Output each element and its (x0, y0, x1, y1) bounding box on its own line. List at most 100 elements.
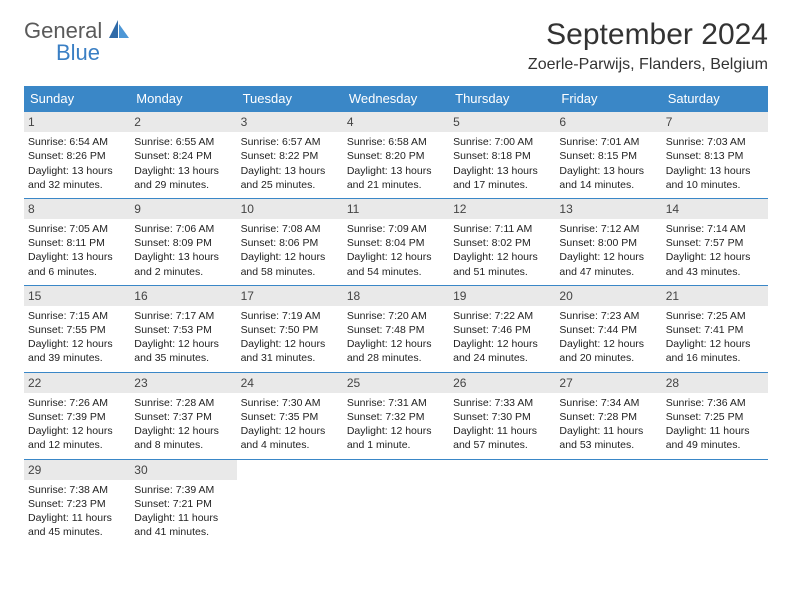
daylight-text: Daylight: 13 hours and 29 minutes. (134, 164, 232, 192)
sunset-text: Sunset: 7:46 PM (453, 323, 551, 337)
daylight-text: Daylight: 12 hours and 1 minute. (347, 424, 445, 452)
daylight-text: Daylight: 12 hours and 28 minutes. (347, 337, 445, 365)
day-cell: 28Sunrise: 7:36 AMSunset: 7:25 PMDayligh… (662, 372, 768, 459)
day-cell: 11Sunrise: 7:09 AMSunset: 8:04 PMDayligh… (343, 198, 449, 285)
sunrise-text: Sunrise: 7:14 AM (666, 222, 764, 236)
calendar-page: General Blue September 2024 Zoerle-Parwi… (0, 0, 792, 563)
day-number: 20 (555, 286, 661, 306)
day-number: 13 (555, 199, 661, 219)
day-cell: 26Sunrise: 7:33 AMSunset: 7:30 PMDayligh… (449, 372, 555, 459)
day-number: 17 (237, 286, 343, 306)
day-cell: 29Sunrise: 7:38 AMSunset: 7:23 PMDayligh… (24, 459, 130, 545)
sunset-text: Sunset: 7:32 PM (347, 410, 445, 424)
day-number: 27 (555, 373, 661, 393)
sunset-text: Sunset: 7:39 PM (28, 410, 126, 424)
sunrise-text: Sunrise: 7:09 AM (347, 222, 445, 236)
sunset-text: Sunset: 8:26 PM (28, 149, 126, 163)
sunset-text: Sunset: 8:11 PM (28, 236, 126, 250)
daylight-text: Daylight: 12 hours and 4 minutes. (241, 424, 339, 452)
sunrise-text: Sunrise: 7:06 AM (134, 222, 232, 236)
day-cell: 8Sunrise: 7:05 AMSunset: 8:11 PMDaylight… (24, 198, 130, 285)
sunrise-text: Sunrise: 7:30 AM (241, 396, 339, 410)
day-number: 16 (130, 286, 236, 306)
daylight-text: Daylight: 12 hours and 20 minutes. (559, 337, 657, 365)
calendar-grid: Sunday Monday Tuesday Wednesday Thursday… (24, 86, 768, 545)
daylight-text: Daylight: 11 hours and 49 minutes. (666, 424, 764, 452)
day-cell: 19 Sunrise: 7:22 AMSunset: 7:46 PMDayligh… (449, 285, 555, 372)
sunset-text: Sunset: 7:55 PM (28, 323, 126, 337)
day-number: 19 (449, 286, 555, 306)
weekday-header: Saturday (662, 86, 768, 112)
daylight-text: Daylight: 11 hours and 57 minutes. (453, 424, 551, 452)
sunset-text: Sunset: 7:41 PM (666, 323, 764, 337)
sunset-text: Sunset: 7:23 PM (28, 497, 126, 511)
calendar-body: 1 Sunrise: 6:54 AMSunset: 8:26 PM Daylight… (24, 112, 768, 546)
day-number: 7 (662, 112, 768, 132)
day-cell (449, 459, 555, 545)
sail-icon (109, 20, 129, 38)
weekday-header: Monday (130, 86, 236, 112)
page-header: General Blue September 2024 Zoerle-Parwi… (24, 18, 768, 74)
daylight-text: Daylight: 13 hours and 25 minutes. (241, 164, 339, 192)
sunrise-text: Sunrise: 7:12 AM (559, 222, 657, 236)
day-cell: 14Sunrise: 7:14 AMSunset: 7:57 PMDayligh… (662, 198, 768, 285)
weekday-header: Tuesday (237, 86, 343, 112)
day-number: 22 (24, 373, 130, 393)
sunrise-text: Sunrise: 6:54 AM (28, 135, 126, 149)
weekday-header-row: Sunday Monday Tuesday Wednesday Thursday… (24, 86, 768, 112)
day-cell: 16Sunrise: 7:17 AMSunset: 7:53 PMDayligh… (130, 285, 236, 372)
day-cell: 7Sunrise: 7:03 AMSunset: 8:13 PMDaylight… (662, 112, 768, 199)
day-number: 1 (24, 112, 130, 132)
logo-text-wrap: General Blue (24, 18, 129, 66)
sunrise-text: Sunrise: 7:05 AM (28, 222, 126, 236)
sunrise-text: Sunrise: 7:01 AM (559, 135, 657, 149)
day-number: 21 (662, 286, 768, 306)
sunset-text: Sunset: 8:20 PM (347, 149, 445, 163)
sunset-text: Sunset: 7:30 PM (453, 410, 551, 424)
daylight-text: Daylight: 12 hours and 8 minutes. (134, 424, 232, 452)
daylight-text: Daylight: 12 hours and 24 minutes. (453, 337, 551, 365)
daylight-text: Daylight: 12 hours and 35 minutes. (134, 337, 232, 365)
sunset-text: Sunset: 7:53 PM (134, 323, 232, 337)
sunset-text: Sunset: 8:00 PM (559, 236, 657, 250)
sunset-text: Sunset: 8:09 PM (134, 236, 232, 250)
sunrise-text: Sunrise: 7:00 AM (453, 135, 551, 149)
sunrise-text: Sunrise: 7:26 AM (28, 396, 126, 410)
daylight-text: Daylight: 13 hours and 2 minutes. (134, 250, 232, 278)
sunset-text: Sunset: 8:06 PM (241, 236, 339, 250)
sunrise-text: Sunrise: 7:11 AM (453, 222, 551, 236)
day-cell: 22Sunrise: 7:26 AMSunset: 7:39 PMDayligh… (24, 372, 130, 459)
calendar-row: 8Sunrise: 7:05 AMSunset: 8:11 PMDaylight… (24, 198, 768, 285)
day-cell (237, 459, 343, 545)
sunrise-text: Sunrise: 7:25 AM (666, 309, 764, 323)
day-number: 15 (24, 286, 130, 306)
day-cell: 12Sunrise: 7:11 AMSunset: 8:02 PMDayligh… (449, 198, 555, 285)
daylight-text: Daylight: 12 hours and 58 minutes. (241, 250, 339, 278)
sunset-text: Sunset: 7:37 PM (134, 410, 232, 424)
sunset-text: Sunset: 7:50 PM (241, 323, 339, 337)
day-cell: 4Sunrise: 6:58 AMSunset: 8:20 PMDaylight… (343, 112, 449, 199)
sunrise-text: Sunrise: 6:58 AM (347, 135, 445, 149)
sunset-text: Sunset: 7:25 PM (666, 410, 764, 424)
sunset-text: Sunset: 7:57 PM (666, 236, 764, 250)
location-text: Zoerle-Parwijs, Flanders, Belgium (528, 56, 768, 74)
day-number: 3 (237, 112, 343, 132)
daylight-text: Daylight: 12 hours and 43 minutes. (666, 250, 764, 278)
day-number: 28 (662, 373, 768, 393)
weekday-header: Sunday (24, 86, 130, 112)
calendar-row: 22 Sunrise: 7:26 AMSunset: 7:39 PM Dayligh… (24, 372, 768, 459)
weekday-header: Friday (555, 86, 661, 112)
sunset-text: Sunset: 8:22 PM (241, 149, 339, 163)
month-title: September 2024 (528, 18, 768, 52)
day-cell: 24 Sunrise: 7:30 AMSunset: 7:35 PMDayligh… (237, 372, 343, 459)
day-number: 24 (237, 373, 343, 393)
calendar-row: 15Sunrise: 7:15 AMSunset: 7:55 PMDayligh… (24, 285, 768, 372)
daylight-text: Daylight: 12 hours and 39 minutes. (28, 337, 126, 365)
sunrise-text: Sunrise: 7:23 AM (559, 309, 657, 323)
day-cell (662, 459, 768, 545)
sunrise-text: Sunrise: 7:22 AM (453, 309, 551, 323)
sunset-text: Sunset: 7:35 PM (241, 410, 339, 424)
daylight-text: Daylight: 13 hours and 6 minutes. (28, 250, 126, 278)
daylight-text: Daylight: 12 hours and 54 minutes. (347, 250, 445, 278)
day-cell: 6Sunrise: 7:01 AMSunset: 8:15 PMDaylight… (555, 112, 661, 199)
